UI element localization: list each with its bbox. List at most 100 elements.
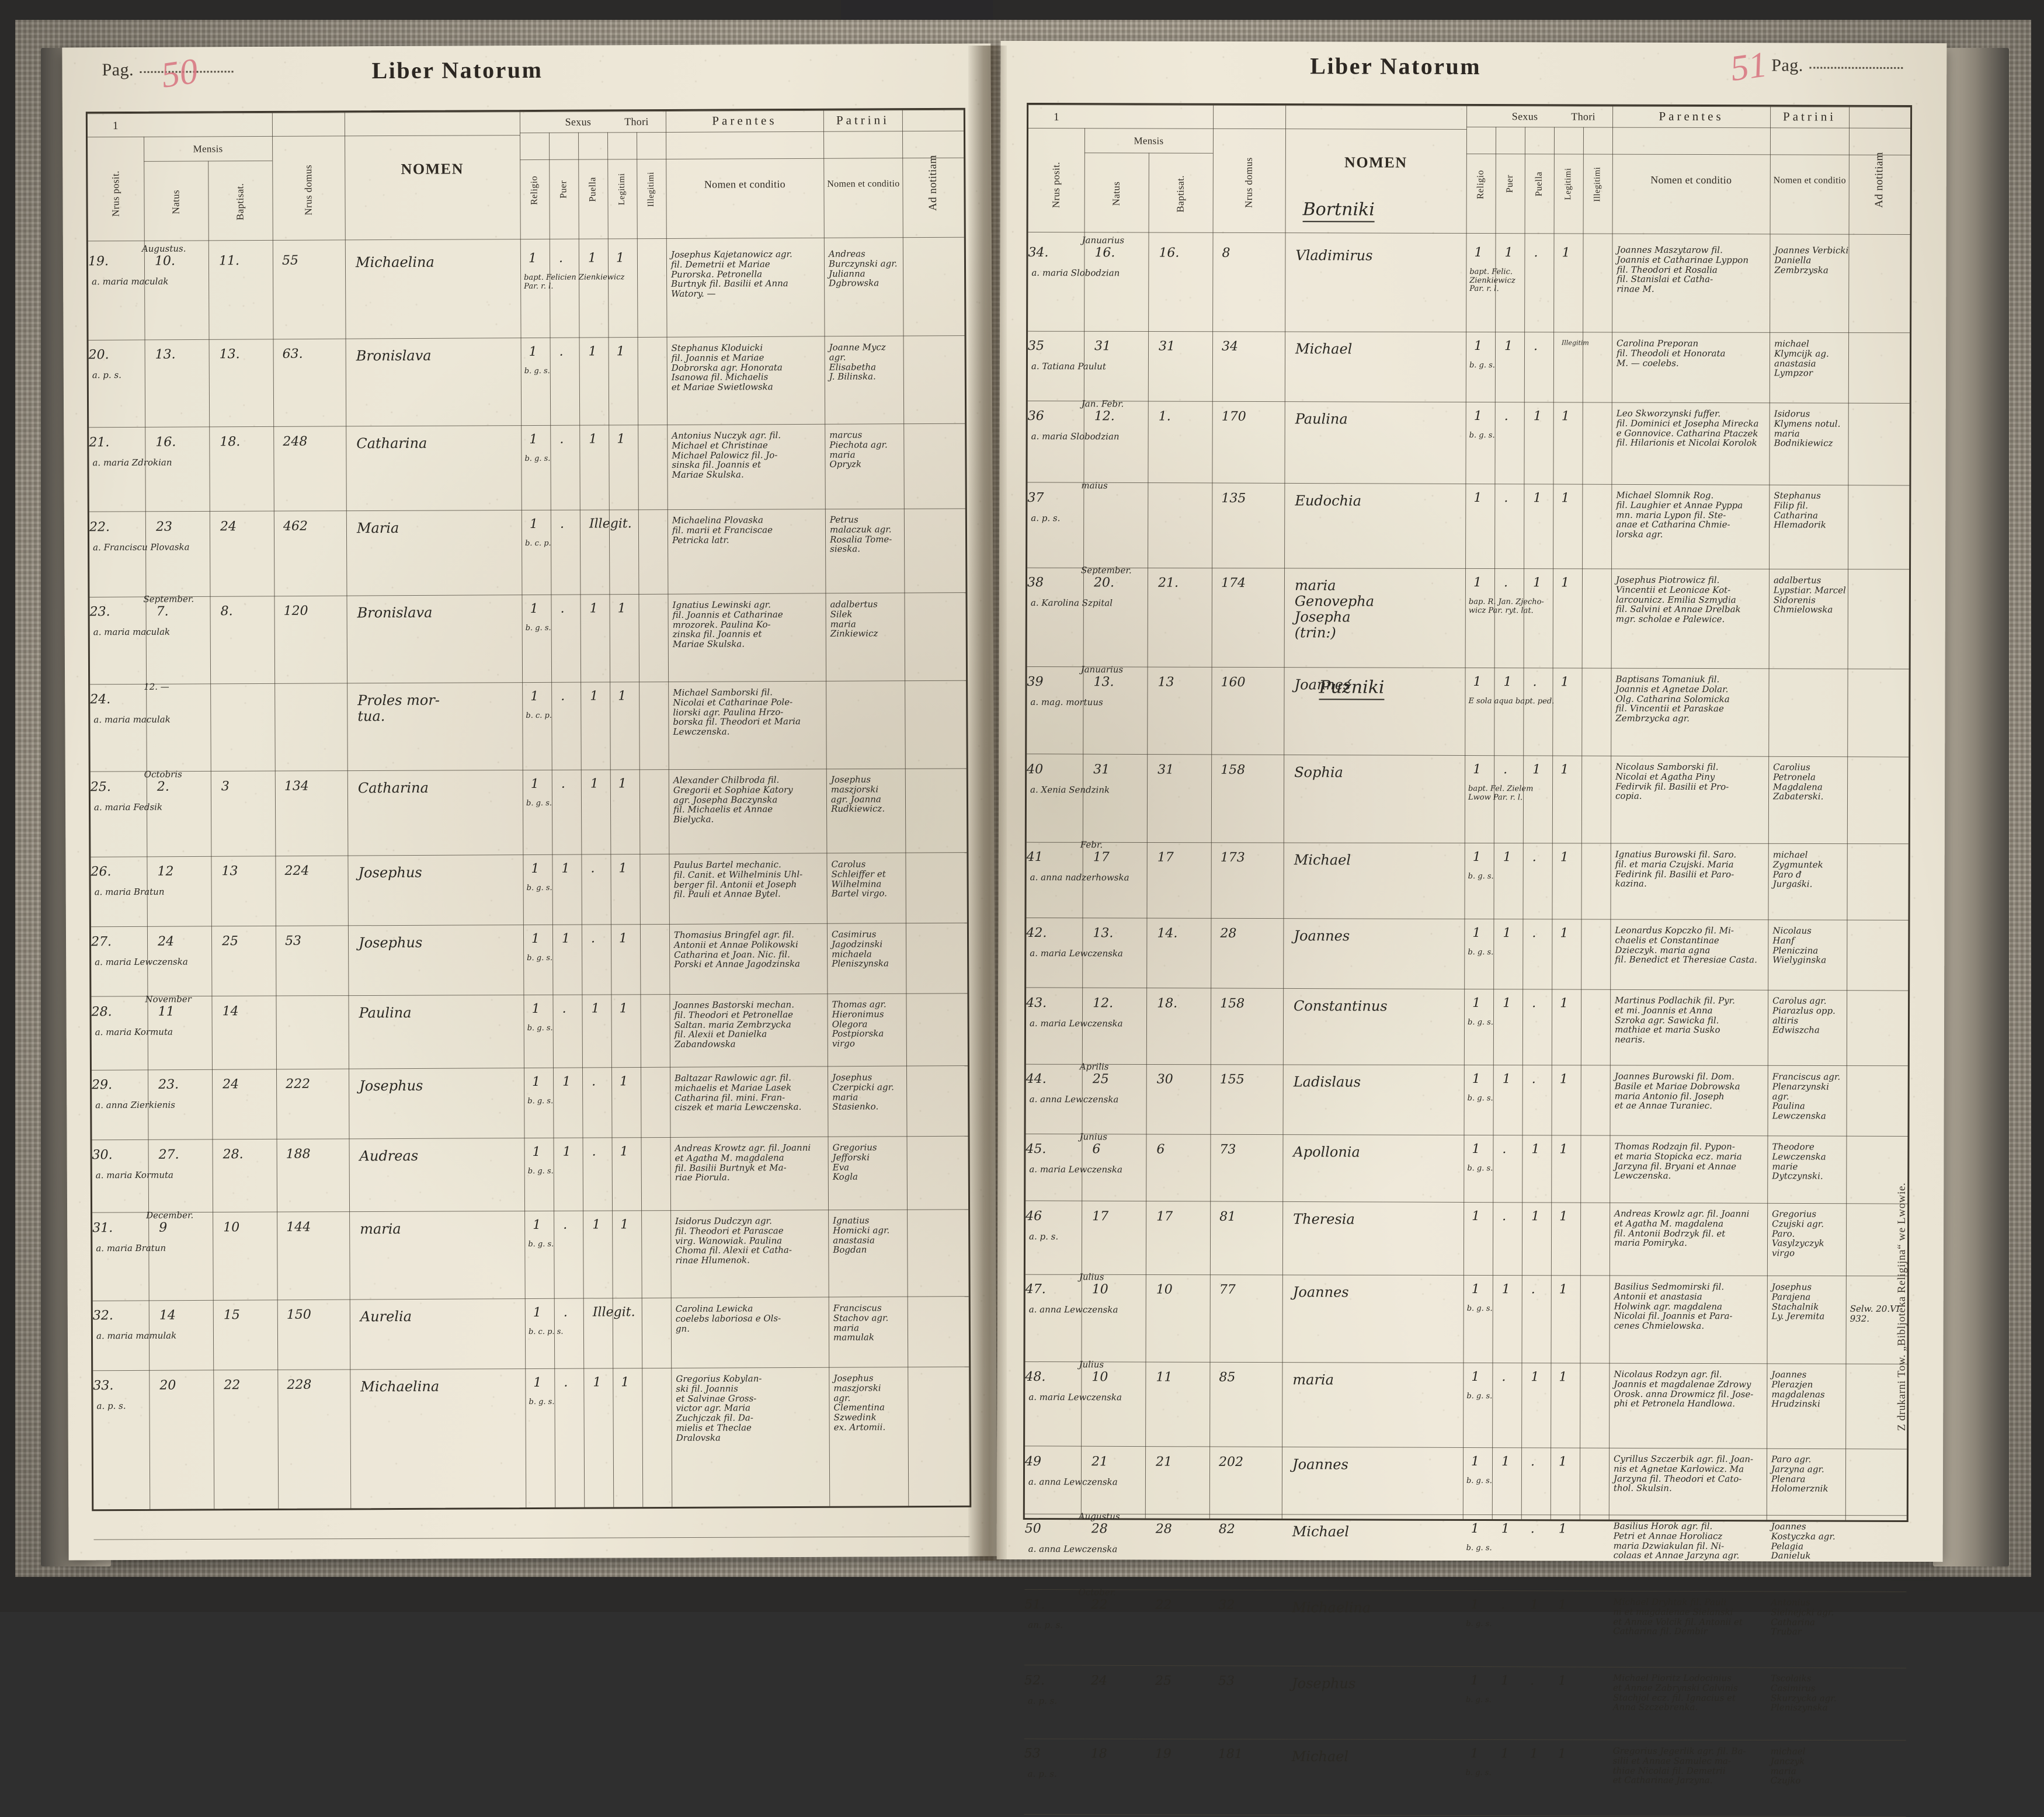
cell-puella: . <box>1534 245 1538 260</box>
table-row[interactable]: 53 18 19 181 a. p. s. Michael 1 1 1 1 b. g. s. Greg… <box>1024 1739 1906 1817</box>
cell-natus: 23. <box>158 1077 179 1092</box>
cell-puer: . <box>1504 409 1508 424</box>
col-nrus-domus-left: Nrus domus <box>303 164 314 216</box>
col-parentes-sub-right: Nomen et conditio <box>1650 173 1732 186</box>
table-row[interactable]: 40 31 31 158 a. Xenia Sendzink Sophia 1. 1 1 bapt… <box>1026 755 1909 845</box>
cell-legitimi: 1 <box>1558 1746 1566 1762</box>
cell-nrus-domus: 173 <box>1220 850 1245 865</box>
table-row[interactable]: 49 21 21 202 a. anna Lewczenska Joannes 1 1. 1 b.… <box>1024 1447 1907 1516</box>
cell-nrus-posit: 40 <box>1027 762 1044 777</box>
table-row[interactable]: 35 31 31 34 a. Tatiana Paulut Michael 1 1. Illeg… <box>1027 331 1910 404</box>
table-row[interactable]: 25. Octobris 2. 3 134 a. maria Fedsik Catharin… <box>91 769 967 857</box>
table-row[interactable]: 39 Januarius 13. 13 160 a. mag. mortuus Joanne… <box>1027 664 1909 758</box>
table-row[interactable]: 34. Januarius 16. 16. 8 a. maria Slobodzian Vl… <box>1028 235 1910 333</box>
cell-nomen: Aurelia <box>360 1308 412 1325</box>
cell-nrus-domus: 53 <box>284 933 302 949</box>
cell-puer: . <box>561 776 565 791</box>
cell-parentes: Gregorius Jegerlik agr. fil. Ba- silii e… <box>1612 1745 1746 1786</box>
table-row[interactable]: 33. 20 22 228 a. p. s. Michaelina 1. 1 1 b. g. s.… <box>93 1367 970 1541</box>
table-row[interactable]: 23. September. 7. 8. 120 a. maria maculak Bron… <box>89 593 967 685</box>
cell-baptism-marks: bapt. Felicien Zienkiewicz Par. r. l. <box>524 273 625 291</box>
col-group-1-left: 1 <box>112 119 119 132</box>
cell-parentes: Joannes Bastorski mechan. fil. Theodori … <box>674 999 794 1050</box>
table-row[interactable]: 29. 23. 24 222 a. anna Zierkienis Josephus 1 1.… <box>92 1066 968 1141</box>
table-row[interactable]: 41 Febr. 17 17 173 a. anna nadzerhowska Michae… <box>1026 839 1909 920</box>
table-row[interactable]: 21. 16. 18. 248 a. maria Zdrokian Catharina 1.… <box>89 424 965 513</box>
cell-puella: . <box>1531 1282 1535 1297</box>
cell-nrus-domus: 160 <box>1221 675 1246 690</box>
cell-mensis-label: Augustus <box>1078 1511 1120 1522</box>
cell-patrini: adalbertus Silek maria Zinkiewicz <box>830 599 878 640</box>
col-group-1-right: 1 <box>1054 110 1059 123</box>
cell-nrus-posit: 46 <box>1026 1209 1042 1224</box>
cell-midwife: a. p. s. <box>1027 1769 1057 1780</box>
table-row[interactable]: 46 17 17 81 a. p. s. Theresia 1. 1 1 Andreas Krow… <box>1025 1201 1907 1277</box>
cell-religio: 1 <box>1470 1746 1479 1762</box>
cell-midwife: a. maria Slobodzian <box>1031 431 1120 442</box>
cell-midwife: a. Xenia Sendzink <box>1030 784 1110 795</box>
cell-mensis-label: Julius <box>1079 1359 1104 1370</box>
cell-religio: 1 <box>529 516 538 531</box>
cell-puella: . <box>1532 675 1537 690</box>
table-row[interactable]: 32. 14 15 150 a. maria mamulak Aurelia 1. Illeg… <box>93 1297 969 1371</box>
table-row[interactable]: 30. 27. 28. 188 a. maria Kormuta Audreas 1 1. 1 b… <box>92 1137 969 1214</box>
table-row[interactable]: 52. 24 25 53 a. p. s. Josephus 1 1. 1 b. g. s. Mic… <box>1024 1666 1906 1741</box>
cell-baptism-marks: b. g. s. <box>1468 947 1494 957</box>
cell-nomen: Joannes <box>1292 1456 1348 1473</box>
table-row[interactable]: 22. 23 24 462 a. Franciscu Plovaska Maria 1. Il… <box>89 509 966 597</box>
col-legitimi-right: Legitimi <box>1563 168 1573 200</box>
table-row[interactable]: 45. Junius 6 6 73 a. maria Lewczenska Apolloni… <box>1026 1131 1908 1204</box>
table-row[interactable]: 24. 12. — a. maria maculak Proles mor- tua.… <box>90 681 967 773</box>
table-row[interactable]: 38 September. 20. 21. 174 a. Karolina Szpital… <box>1027 565 1909 669</box>
cell-natus: 13. <box>1093 926 1114 941</box>
table-row[interactable]: 26. 12 13 224 a. maria Bratun Josephus 1 1. 1 b. … <box>91 853 967 927</box>
cell-puer: 1 <box>1503 850 1511 865</box>
cell-nrus-domus: 248 <box>283 434 308 449</box>
mat-bottom <box>0 1577 2044 1612</box>
table-row[interactable]: 28. November 11 14 a. maria Kormuta Paulina 1.… <box>91 993 968 1071</box>
cell-legitimi: 1 <box>1560 926 1569 941</box>
table-row[interactable]: 51. October. 22 22 32 an. p. s. Michaelina 1. 1 1… <box>1024 1587 1907 1669</box>
table-row[interactable]: 44. Aprilis 25 30 155 a. anna Lewczenska Ladis… <box>1026 1061 1908 1137</box>
table-row[interactable]: 19. Augustus. 10. 11. 55 a. maria maculak Mich… <box>88 243 965 341</box>
table-row[interactable]: 47. Julius 10 10 77 a. anna Lewczenska Joannes… <box>1025 1271 1907 1364</box>
cell-baptism-marks: b. g. s. <box>1466 1543 1492 1553</box>
table-row[interactable]: 27. 24 25 53 a. maria Lewczenska Josephus 1 1. 1… <box>91 923 968 998</box>
table-row[interactable]: 42. 13. 14. 28 a. maria Lewczenska Joannes 1 1.… <box>1026 918 1909 991</box>
cell-mensis-label: Octobris <box>144 769 182 780</box>
col-thori-right: Thori <box>1571 110 1595 123</box>
col-natus-left: Natus <box>170 189 182 214</box>
table-row[interactable]: 36 Jan. Febr. 12. 1. 170 a. maria Slobodzian P… <box>1027 398 1910 486</box>
cell-nrus-domus: 202 <box>1219 1454 1244 1469</box>
cell-legitimi: 1 <box>1558 1597 1567 1613</box>
cell-patrini: Antonius Sielnejcki agr. Catharina Truba… <box>1771 1597 1834 1637</box>
table-row[interactable]: 37 maius 135 a. p. s. Eudochia 1. 1 1 Michael Sl… <box>1027 480 1910 570</box>
cell-parentes: Cyrillus Szczerbik agr. fil. Joan- nis e… <box>1613 1453 1754 1494</box>
table-row[interactable]: 43. 12. 18. 158 a. maria Lewczenska Constanti… <box>1026 988 1908 1066</box>
cell-puella: 1 <box>589 432 597 447</box>
col-patrini-sub-right: Nomen et conditio <box>1773 175 1846 186</box>
cell-patrini: Stephanus Filip fil. Catharina Hlemadori… <box>1774 490 1826 530</box>
cell-legitimi: 1 <box>1561 491 1570 506</box>
table-row[interactable]: 20. 13. 13. 63. a. p. s. Bronislava 1. 1 1 b. g. … <box>89 336 965 428</box>
table-row[interactable]: 31. December. 9 10 144 a. maria Bratun maria 1.… <box>92 1210 969 1301</box>
col-nrus-posit-left: Nrus posit. <box>110 171 121 217</box>
table-row[interactable]: 50 Augustus 28 28 82 a. anna Lewczenska Michae… <box>1024 1511 1907 1592</box>
cell-midwife: a. maria Kormuta <box>95 1026 173 1038</box>
cell-natus: 16. <box>155 435 176 450</box>
cell-natus: 20. <box>1093 575 1115 590</box>
cell-legitimi: 1 <box>1559 1209 1568 1224</box>
cell-baptisat: 16. <box>1159 245 1180 260</box>
cell-baptism-marks: bap. R. Jan. Zjecho- wicz Par. ryt. lat. <box>1468 597 1544 615</box>
cell-nrus-posit: 37 <box>1027 491 1044 506</box>
cell-baptisat: 14. <box>1157 926 1178 941</box>
cell-baptisat: 18. <box>1157 996 1178 1011</box>
cell-puer: . <box>559 432 564 447</box>
cell-puella: 1 <box>589 601 598 616</box>
table-row[interactable]: 48. Julius 10 11 85 a. maria Lewczenska maria 1… <box>1025 1359 1907 1450</box>
cell-nrus-domus: 158 <box>1220 996 1245 1011</box>
cell-baptisat: 31 <box>1157 762 1174 777</box>
cell-legitimi: 1 <box>620 1217 629 1232</box>
cell-nrus-domus: 82 <box>1218 1521 1235 1537</box>
cell-puer: . <box>563 1305 568 1320</box>
